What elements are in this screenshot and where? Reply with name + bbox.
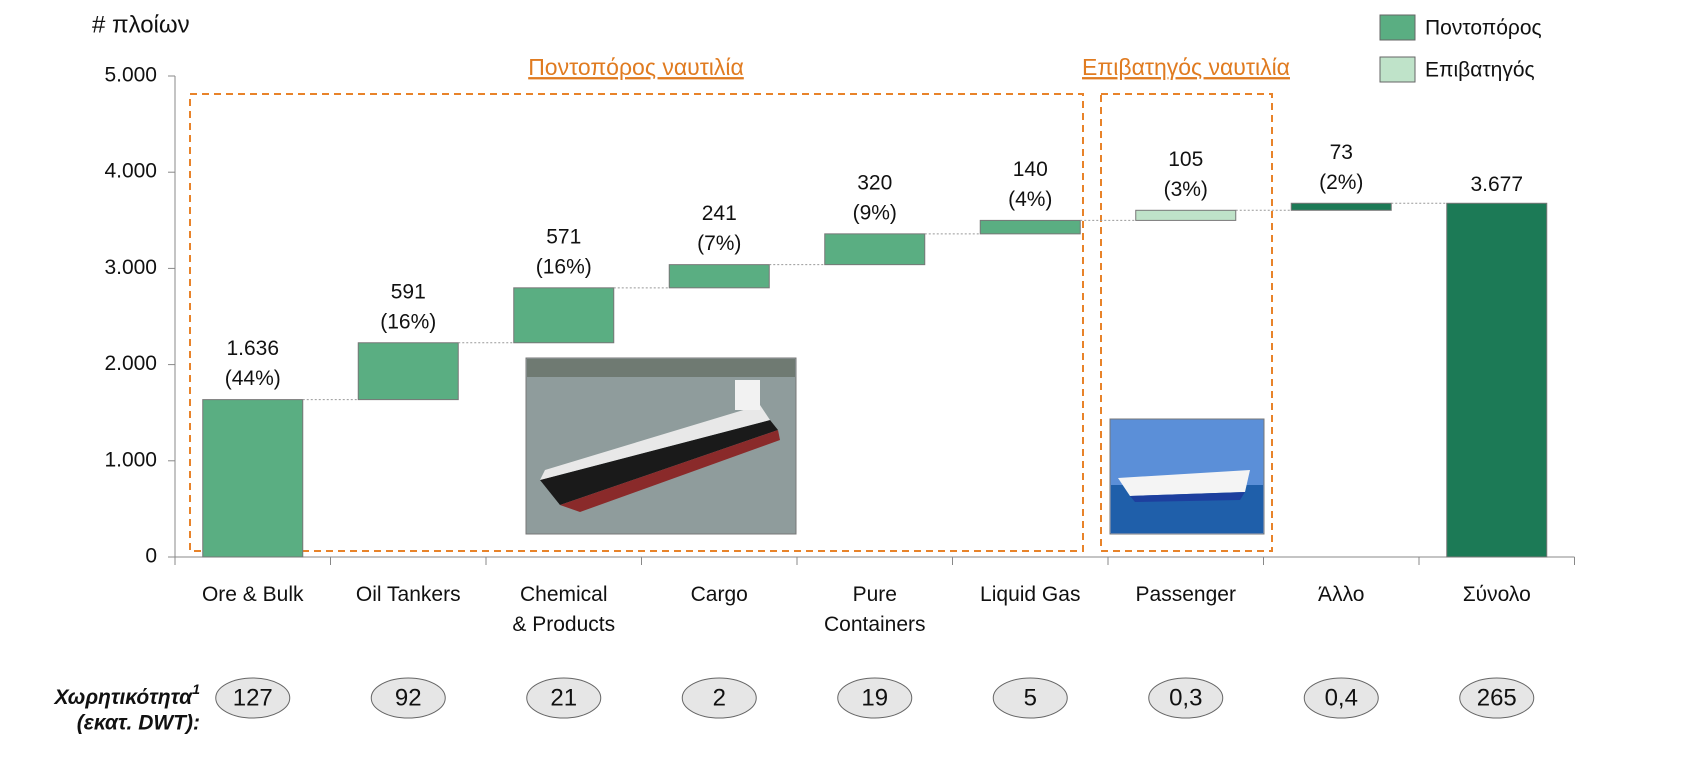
capacity-label: 127 (233, 684, 273, 711)
legend-label: Ποντοπόρος (1425, 17, 1542, 40)
value-label: 3.677 (1470, 173, 1523, 196)
bar (1290, 202, 1392, 211)
x-tick-label: Chemical & Products (512, 583, 615, 636)
y-tick-label: 3.000 (104, 256, 157, 279)
y-axis-label: # πλοίων (92, 11, 190, 38)
capacity-bubble (1459, 677, 1535, 719)
x-tick-label: Ore & Bulk (202, 583, 304, 606)
capacity-bubble (1303, 677, 1379, 719)
x-tick-label-line: & Products (512, 613, 615, 636)
x-tick-label-line: Oil Tankers (356, 583, 461, 606)
share-label: (4%) (1008, 188, 1052, 211)
bar (202, 399, 304, 558)
group-box (1100, 93, 1273, 552)
y-tick-label: 4.000 (104, 160, 157, 183)
x-tick-label-line: Άλλο (1318, 583, 1364, 606)
capacity-label: 21 (550, 684, 577, 711)
capacity-label: 0,4 (1325, 684, 1358, 711)
x-tick-label-line: Σύνολο (1463, 583, 1531, 606)
x-tick-label: Passenger (1136, 583, 1236, 606)
value-label: 140 (1013, 158, 1048, 181)
legend-swatch (1379, 56, 1416, 83)
value-label: 591 (391, 280, 426, 303)
value-label: 73 (1330, 141, 1353, 164)
capacity-title: Χωρητικότητα1 (54, 681, 201, 709)
legend-label: Επιβατηγός (1425, 59, 1535, 82)
x-tick-label-line: Ore & Bulk (202, 583, 304, 606)
value-label: 241 (702, 202, 737, 225)
x-tick-label-line: Cargo (691, 583, 748, 606)
share-label: (16%) (380, 310, 436, 333)
group-label: Επιβατηγός ναυτιλία (1082, 54, 1290, 80)
x-tick-label: Pure Containers (824, 583, 926, 636)
x-tick-label-line: Liquid Gas (980, 583, 1080, 606)
capacity-label: 5 (1024, 684, 1037, 711)
capacity-bubble (370, 677, 446, 719)
x-tick-label-line: Pure (853, 583, 897, 606)
bar (979, 219, 1081, 235)
group-label: Ποντοπόρος ναυτιλία (528, 54, 744, 80)
x-tick-label-line: Passenger (1136, 583, 1236, 606)
value-label: 105 (1168, 148, 1203, 171)
share-label: (44%) (225, 367, 281, 390)
y-tick-label: 5.000 (104, 64, 157, 87)
share-label: (9%) (853, 201, 897, 224)
capacity-bubble (215, 677, 291, 719)
bar (513, 287, 615, 344)
x-tick-label-line: Chemical (520, 583, 608, 606)
bar (1135, 209, 1237, 221)
x-tick-label: Άλλο (1318, 583, 1364, 606)
x-tick-label: Σύνολο (1463, 583, 1531, 606)
capacity-label: 92 (395, 684, 422, 711)
bar (357, 342, 459, 401)
value-label: 320 (857, 171, 892, 194)
capacity-label: 19 (861, 684, 888, 711)
capacity-label: 2 (713, 684, 726, 711)
value-label: 571 (546, 225, 581, 248)
footnote-mark: 1 (192, 681, 200, 697)
passenger-ship-photo (1109, 418, 1265, 535)
share-label: (7%) (697, 232, 741, 255)
x-tick-label-line: Containers (824, 613, 926, 636)
legend-swatch (1379, 14, 1416, 41)
capacity-title-text: Χωρητικότητα (54, 686, 194, 709)
capacity-bubble (526, 677, 602, 719)
capacity-bubble (1148, 677, 1224, 719)
share-label: (2%) (1319, 171, 1363, 194)
capacity-label: 0,3 (1169, 684, 1202, 711)
bar (824, 233, 926, 266)
group-box (189, 93, 1084, 552)
capacity-bubble (837, 677, 913, 719)
capacity-bubble (992, 677, 1068, 719)
bar (668, 264, 770, 289)
y-tick-label: 1.000 (104, 448, 157, 471)
capacity-label: 265 (1477, 684, 1517, 711)
bar (1446, 202, 1548, 558)
y-tick-label: 2.000 (104, 352, 157, 375)
y-tick-label: 0 (145, 545, 157, 568)
capacity-unit: (εκατ. DWT): (77, 712, 200, 735)
share-label: (16%) (536, 255, 592, 278)
share-label: (3%) (1164, 178, 1208, 201)
x-tick-label: Liquid Gas (980, 583, 1080, 606)
capacity-bubble (681, 677, 757, 719)
x-tick-label: Cargo (691, 583, 748, 606)
x-tick-label: Oil Tankers (356, 583, 461, 606)
value-label: 1.636 (226, 337, 279, 360)
cargo-ship-photo (525, 357, 797, 535)
